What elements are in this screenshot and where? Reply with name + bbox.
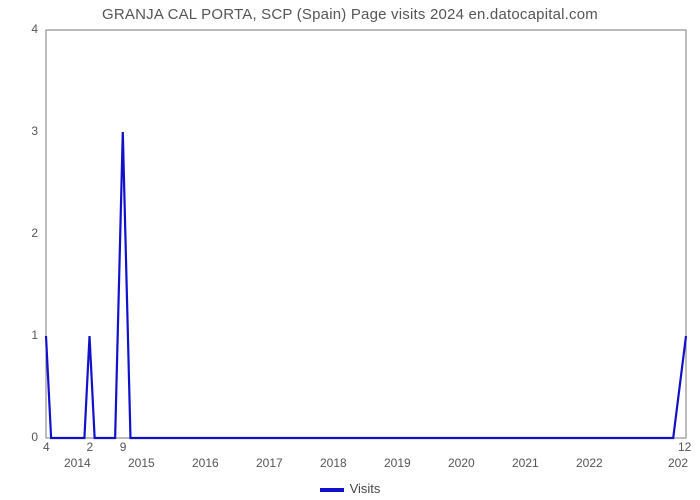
chart-legend: Visits [0,481,700,496]
legend-label: Visits [350,481,381,496]
data-point-label: 9 [120,440,127,454]
x-tick-label: 2015 [128,456,155,470]
y-tick-label: 2 [31,226,38,240]
x-tick-label: 2020 [448,456,475,470]
legend-swatch [320,488,344,492]
y-tick-label: 4 [31,22,38,36]
x-tick-label: 2016 [192,456,219,470]
x-tick-label-clipped: 202 [668,456,688,470]
visits-chart: GRANJA CAL PORTA, SCP (Spain) Page visit… [0,0,700,500]
x-tick-label: 2019 [384,456,411,470]
x-tick-label: 2021 [512,456,539,470]
data-point-label: 2 [87,440,94,454]
x-tick-label: 2017 [256,456,283,470]
data-point-label: 4 [43,440,50,454]
data-point-label: 12 [678,440,691,454]
chart-svg [0,0,700,500]
x-tick-label: 2018 [320,456,347,470]
y-tick-label: 1 [31,328,38,342]
y-tick-label: 3 [31,124,38,138]
y-tick-label: 0 [31,430,38,444]
x-tick-label: 2022 [576,456,603,470]
x-tick-label: 2014 [64,456,91,470]
